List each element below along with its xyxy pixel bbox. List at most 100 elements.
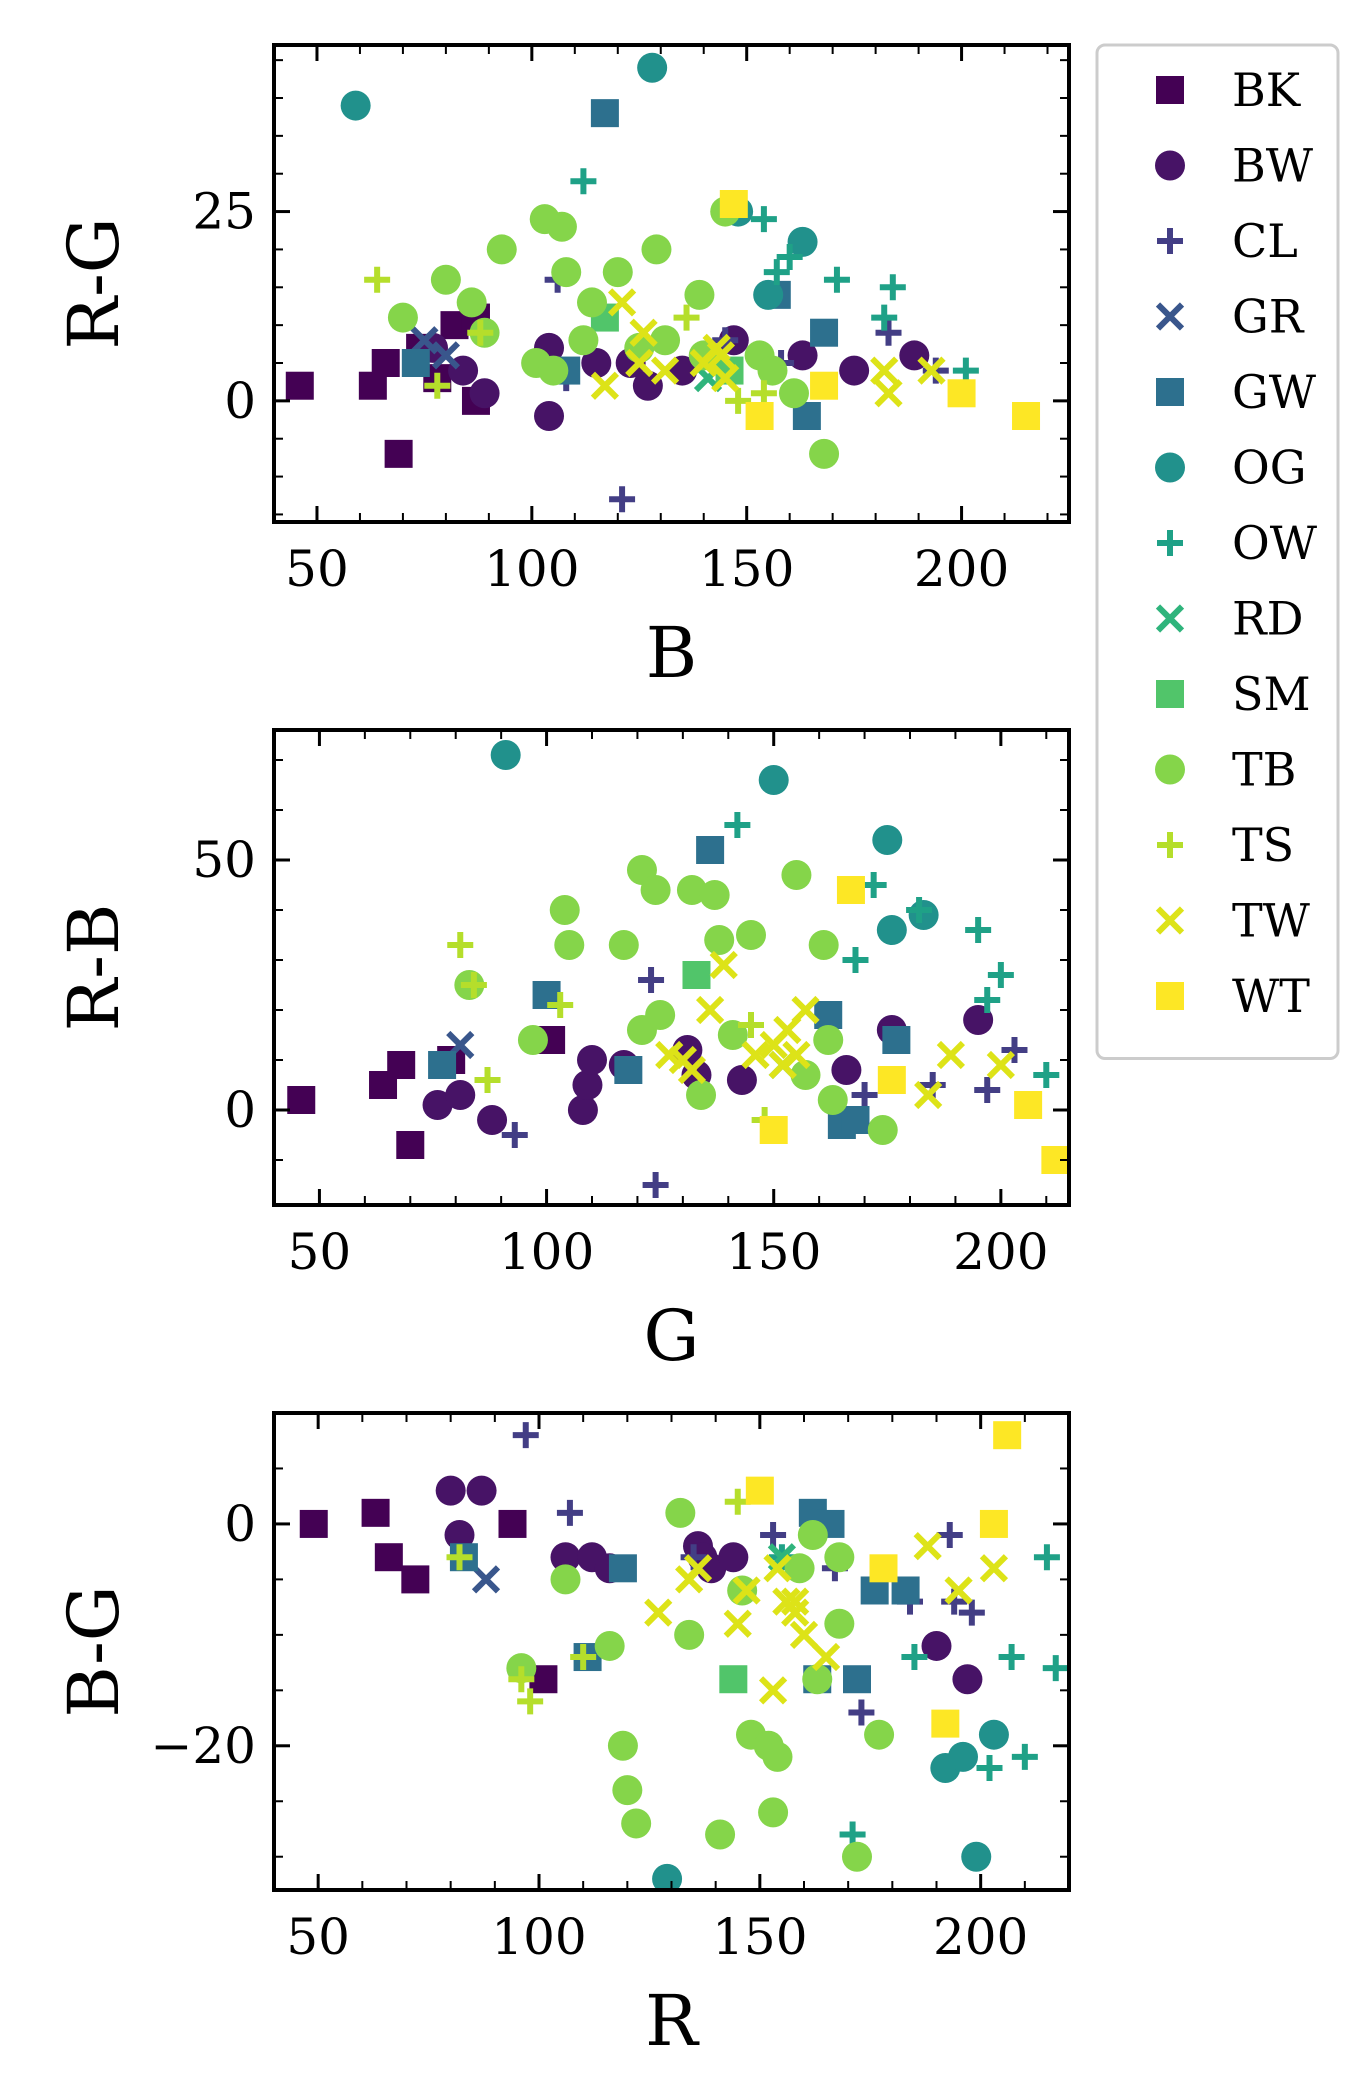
x-tick-label: 50 (286, 1908, 350, 1966)
data-point (422, 1090, 453, 1120)
data-point (757, 355, 788, 386)
y-tick-label: 25 (192, 183, 256, 241)
data-point (469, 378, 500, 409)
legend-item-tb: TB (1155, 743, 1297, 797)
data-point (781, 1587, 810, 1616)
legend-label: TS (1232, 818, 1294, 872)
y-tick-label: 50 (192, 831, 256, 889)
data-point (727, 1575, 758, 1606)
data-point (550, 1542, 581, 1573)
data-point (921, 1630, 952, 1661)
data-point (842, 947, 869, 973)
axes-frame (272, 43, 1071, 524)
series-wt (719, 190, 1041, 430)
data-point (551, 257, 582, 288)
data-point (824, 1608, 855, 1639)
data-point (814, 1001, 843, 1029)
data-point (781, 860, 812, 890)
data-point (424, 372, 451, 399)
data-point (456, 287, 487, 318)
data-point (674, 1619, 705, 1650)
legend-marker (1156, 378, 1184, 406)
data-point (808, 930, 839, 960)
legend-item-ow: OW (1157, 516, 1318, 570)
data-point (554, 930, 585, 960)
data-point (723, 1609, 752, 1638)
data-point (501, 1122, 528, 1148)
data-point (879, 274, 906, 301)
data-point (836, 876, 865, 904)
legend-frame (1095, 43, 1340, 1060)
data-point (758, 1676, 788, 1705)
legend-marker (1157, 228, 1183, 254)
data-point (823, 266, 850, 293)
ticks (273, 45, 1069, 522)
legend-marker (1157, 832, 1183, 858)
x-tick-label: 100 (484, 540, 579, 598)
data-point (517, 1688, 544, 1715)
data-point (549, 895, 580, 925)
data-point (993, 1421, 1022, 1450)
data-point (665, 1497, 696, 1528)
series-tb (454, 855, 898, 1145)
data-point (686, 1080, 717, 1110)
data-point (998, 1644, 1025, 1671)
data-point (724, 812, 751, 838)
data-point (745, 402, 774, 430)
data-point (384, 439, 413, 468)
data-point (467, 319, 494, 346)
series-tb (506, 1497, 895, 1872)
data-point (908, 900, 939, 930)
legend-label: CL (1232, 214, 1298, 268)
data-point (726, 1065, 757, 1095)
data-point (789, 1620, 819, 1649)
data-point (781, 1598, 810, 1627)
data-point (839, 355, 870, 386)
data-point (718, 1542, 749, 1573)
data-point (758, 765, 789, 795)
data-point (763, 259, 790, 286)
ticks (273, 1412, 1070, 1890)
data-point (762, 1741, 793, 1772)
data-point (965, 917, 992, 943)
data-point (614, 1056, 643, 1084)
data-point (594, 1630, 625, 1661)
series-gr (471, 1565, 501, 1594)
data-point (696, 836, 725, 864)
scatter-points (299, 1421, 1069, 1890)
data-point (787, 340, 818, 371)
data-point (612, 1775, 643, 1806)
data-point (625, 348, 654, 378)
series-wt (759, 876, 1069, 1174)
data-point (1011, 1743, 1038, 1770)
data-point (706, 341, 736, 370)
data-point (446, 1544, 473, 1571)
data-point (401, 349, 430, 377)
x-tick-label: 200 (914, 540, 1009, 598)
data-point (641, 234, 672, 265)
data-point (1042, 1655, 1069, 1682)
data-point (1012, 402, 1041, 430)
data-point (1033, 1544, 1060, 1571)
data-point (848, 1699, 875, 1726)
data-point (704, 925, 735, 955)
data-point (401, 1565, 430, 1594)
data-point (477, 1105, 508, 1135)
data-point (901, 1644, 928, 1671)
data-point (974, 987, 1001, 1013)
data-point (790, 1060, 821, 1090)
data-point (371, 349, 400, 377)
data-point (936, 1040, 966, 1070)
x-tick-label: 100 (491, 1908, 586, 1966)
data-point (763, 1554, 792, 1583)
legend: BK BW CL GR GW OG OW RD SM TB TS TW WT (1095, 43, 1340, 1060)
data-point (638, 967, 665, 993)
data-point (677, 1055, 707, 1085)
x-axis-label: B (646, 612, 697, 694)
data-point (867, 1115, 898, 1145)
data-point (750, 206, 777, 233)
data-point (872, 825, 903, 855)
legend-marker (1155, 604, 1185, 633)
data-point (709, 950, 738, 980)
